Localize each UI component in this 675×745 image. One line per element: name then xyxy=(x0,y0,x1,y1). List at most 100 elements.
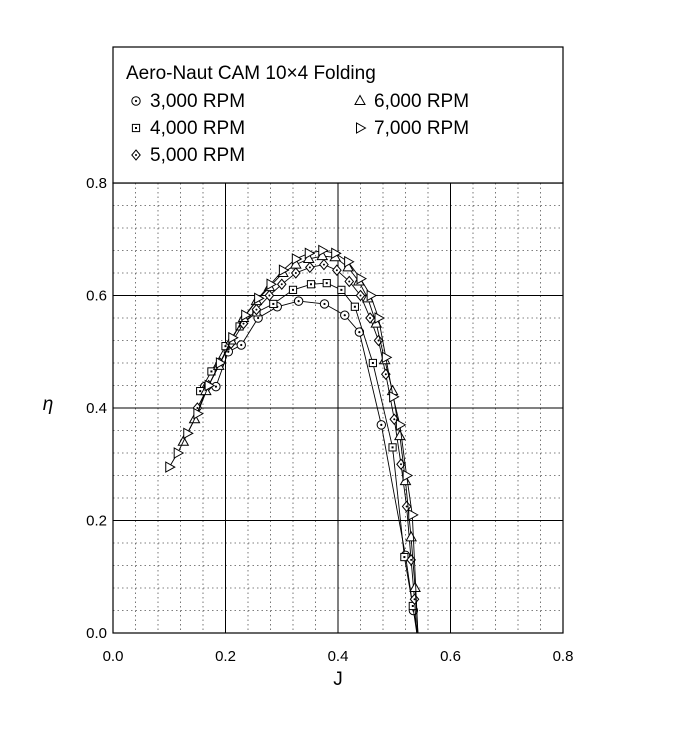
legend-label: 5,000 RPM xyxy=(150,145,245,166)
marker-shape xyxy=(165,461,176,473)
marker-center xyxy=(410,558,413,561)
data-point xyxy=(408,509,419,521)
legend-item: 7,000 RPM xyxy=(356,118,469,139)
data-point xyxy=(165,461,176,473)
y-axis-label: η xyxy=(43,394,54,415)
data-point xyxy=(337,285,346,294)
marker-center xyxy=(134,99,138,103)
marker-shape xyxy=(405,530,417,542)
data-point xyxy=(293,296,304,306)
legend-item: 4,000 RPM xyxy=(131,118,245,139)
marker-center xyxy=(297,300,300,303)
data-point xyxy=(204,379,216,392)
data-point xyxy=(318,244,329,257)
data-point xyxy=(331,247,342,260)
data-point xyxy=(278,264,290,277)
marker-center xyxy=(377,339,380,342)
marker-shape xyxy=(183,427,194,440)
data-point xyxy=(319,299,330,309)
marker-shape xyxy=(354,94,366,105)
marker-center xyxy=(359,294,362,297)
marker-shape xyxy=(408,509,419,521)
marker-center xyxy=(224,345,227,348)
marker-center xyxy=(371,362,374,364)
data-point xyxy=(354,327,365,337)
marker-center xyxy=(227,350,230,353)
series-4-000-rpm xyxy=(196,279,418,634)
marker-center xyxy=(348,280,351,283)
marker-center xyxy=(413,598,416,601)
marker-center xyxy=(196,407,199,409)
marker-shape xyxy=(389,390,400,403)
x-tick-label: 0.2 xyxy=(215,648,236,665)
data-point xyxy=(193,407,204,420)
data-point xyxy=(344,255,355,268)
marker-shape xyxy=(356,272,368,285)
marker-center xyxy=(335,269,338,272)
marker-center xyxy=(340,288,343,291)
data-point xyxy=(322,279,331,288)
marker-center xyxy=(210,370,213,373)
x-axis-label: J xyxy=(333,669,343,690)
data-point xyxy=(395,419,407,431)
marker-shape xyxy=(409,581,421,592)
data-point xyxy=(409,581,421,592)
data-point xyxy=(356,272,368,285)
marker-center xyxy=(310,283,312,286)
legend-items: 3,000 RPM 4,000 RPM 5,000 RPM 6,000 RPM 7,00… xyxy=(131,91,469,166)
legend-marker xyxy=(131,123,141,133)
marker-center xyxy=(214,385,218,388)
marker-center xyxy=(384,373,387,376)
marker-center xyxy=(393,418,396,421)
marker-shape xyxy=(215,357,227,369)
marker-shape xyxy=(331,247,342,260)
data-point xyxy=(344,275,355,288)
legend-label: 7,000 RPM xyxy=(374,118,469,139)
data-point xyxy=(207,367,216,376)
data-point xyxy=(276,278,287,291)
marker-center xyxy=(380,423,383,426)
legend-item: 3,000 RPM xyxy=(131,91,245,112)
legend-marker xyxy=(356,122,367,134)
marker-center xyxy=(322,263,325,266)
marker-center xyxy=(405,505,408,508)
data-point xyxy=(374,312,386,324)
marker-center xyxy=(294,272,297,274)
data-point xyxy=(365,312,375,324)
marker-shape xyxy=(344,255,355,268)
marker-shape xyxy=(374,312,386,324)
data-point xyxy=(340,310,350,320)
data-point xyxy=(400,552,409,562)
marker-center xyxy=(411,605,414,607)
data-point xyxy=(269,299,278,309)
data-point xyxy=(264,289,275,302)
marker-center xyxy=(135,127,137,129)
y-tick-label: 0.8 xyxy=(86,175,107,192)
series-line xyxy=(204,300,419,634)
y-tick-label: 0.0 xyxy=(86,625,107,642)
y-tick-label: 0.2 xyxy=(86,513,107,530)
marker-center xyxy=(135,154,137,156)
marker-center xyxy=(369,317,372,319)
marker-shape xyxy=(318,244,329,257)
data-point xyxy=(304,247,316,260)
marker-shape xyxy=(228,331,239,344)
marker-shape xyxy=(381,351,393,364)
y-tick-label: 0.4 xyxy=(86,400,107,417)
marker-center xyxy=(257,316,260,320)
data-point xyxy=(319,258,329,271)
data-point xyxy=(173,447,185,459)
marker-center xyxy=(308,266,311,269)
data-point xyxy=(291,253,303,265)
data-point xyxy=(306,280,316,289)
data-point xyxy=(288,285,298,294)
data-point xyxy=(254,292,265,305)
data-point xyxy=(405,530,417,542)
series-3-000-rpm xyxy=(199,296,419,634)
marker-center xyxy=(242,322,245,325)
y-tick-label: 0.6 xyxy=(86,288,107,305)
marker-center xyxy=(268,294,271,297)
data-point xyxy=(332,264,342,276)
data-point xyxy=(381,351,393,364)
marker-center xyxy=(391,446,394,449)
